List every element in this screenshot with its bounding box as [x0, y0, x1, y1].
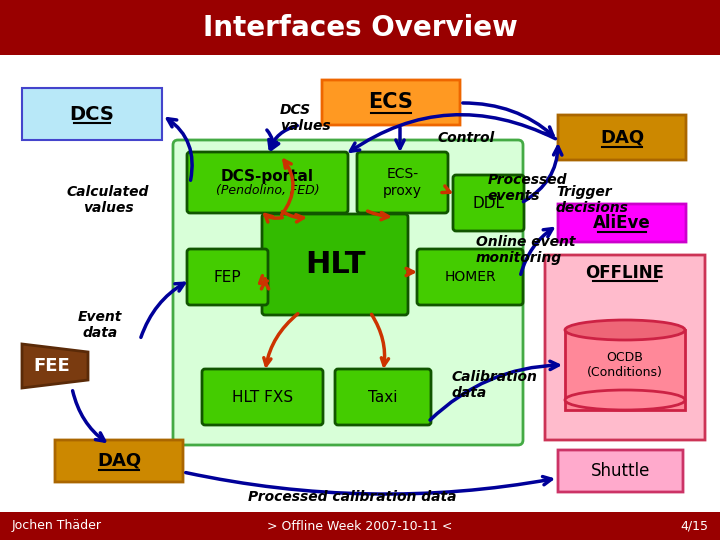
FancyBboxPatch shape: [545, 255, 705, 440]
Text: AliEve: AliEve: [593, 214, 651, 232]
Text: > Offline Week 2007-10-11 <: > Offline Week 2007-10-11 <: [267, 519, 453, 532]
Text: Shuttle: Shuttle: [591, 462, 650, 480]
Text: FEP: FEP: [214, 269, 241, 285]
FancyBboxPatch shape: [357, 152, 448, 213]
Text: Control: Control: [438, 131, 495, 145]
Ellipse shape: [565, 320, 685, 340]
FancyBboxPatch shape: [322, 80, 460, 125]
FancyBboxPatch shape: [55, 440, 183, 482]
FancyBboxPatch shape: [187, 249, 268, 305]
FancyBboxPatch shape: [453, 175, 524, 231]
Text: Calibration
data: Calibration data: [452, 370, 538, 400]
FancyBboxPatch shape: [262, 214, 408, 315]
Text: OCDB
(Conditions): OCDB (Conditions): [587, 351, 663, 379]
Text: 4/15: 4/15: [680, 519, 708, 532]
Text: ECS: ECS: [369, 92, 413, 112]
Bar: [0, 0, 720, 55]
Text: Jochen Thäder: Jochen Thäder: [12, 519, 102, 532]
Text: Processed calibration data: Processed calibration data: [248, 490, 456, 504]
FancyBboxPatch shape: [187, 152, 348, 213]
Text: Trigger
decisions: Trigger decisions: [556, 185, 629, 215]
Text: ECS-
proxy: ECS- proxy: [383, 167, 422, 198]
FancyBboxPatch shape: [335, 369, 431, 425]
Text: FEE: FEE: [34, 357, 71, 375]
Text: DAQ: DAQ: [600, 129, 644, 146]
Polygon shape: [22, 344, 88, 388]
FancyBboxPatch shape: [22, 88, 162, 140]
Text: Interfaces Overview: Interfaces Overview: [202, 14, 518, 42]
Text: (Pendolino, FED): (Pendolino, FED): [216, 184, 319, 197]
Bar: [0, 512, 720, 540]
Text: HLT FXS: HLT FXS: [232, 389, 293, 404]
Text: DAQ: DAQ: [97, 452, 141, 470]
Text: DDL: DDL: [472, 195, 505, 211]
Bar: [565, 330, 685, 410]
Text: Taxi: Taxi: [368, 389, 397, 404]
Text: Event
data: Event data: [78, 310, 122, 340]
Ellipse shape: [565, 390, 685, 410]
FancyBboxPatch shape: [173, 140, 523, 445]
Text: Online event
monitoring: Online event monitoring: [476, 235, 575, 265]
Text: HLT: HLT: [305, 250, 365, 279]
FancyBboxPatch shape: [558, 450, 683, 492]
Text: Processed
events: Processed events: [488, 173, 567, 203]
Text: Calculated
values: Calculated values: [67, 185, 149, 215]
FancyBboxPatch shape: [558, 115, 686, 160]
Text: DCS
values: DCS values: [280, 103, 330, 133]
Text: DCS-portal: DCS-portal: [221, 169, 314, 184]
FancyBboxPatch shape: [417, 249, 523, 305]
Text: HOMER: HOMER: [444, 270, 496, 284]
Text: DCS: DCS: [70, 105, 114, 124]
FancyBboxPatch shape: [202, 369, 323, 425]
FancyBboxPatch shape: [558, 204, 686, 242]
Text: OFFLINE: OFFLINE: [585, 264, 665, 282]
